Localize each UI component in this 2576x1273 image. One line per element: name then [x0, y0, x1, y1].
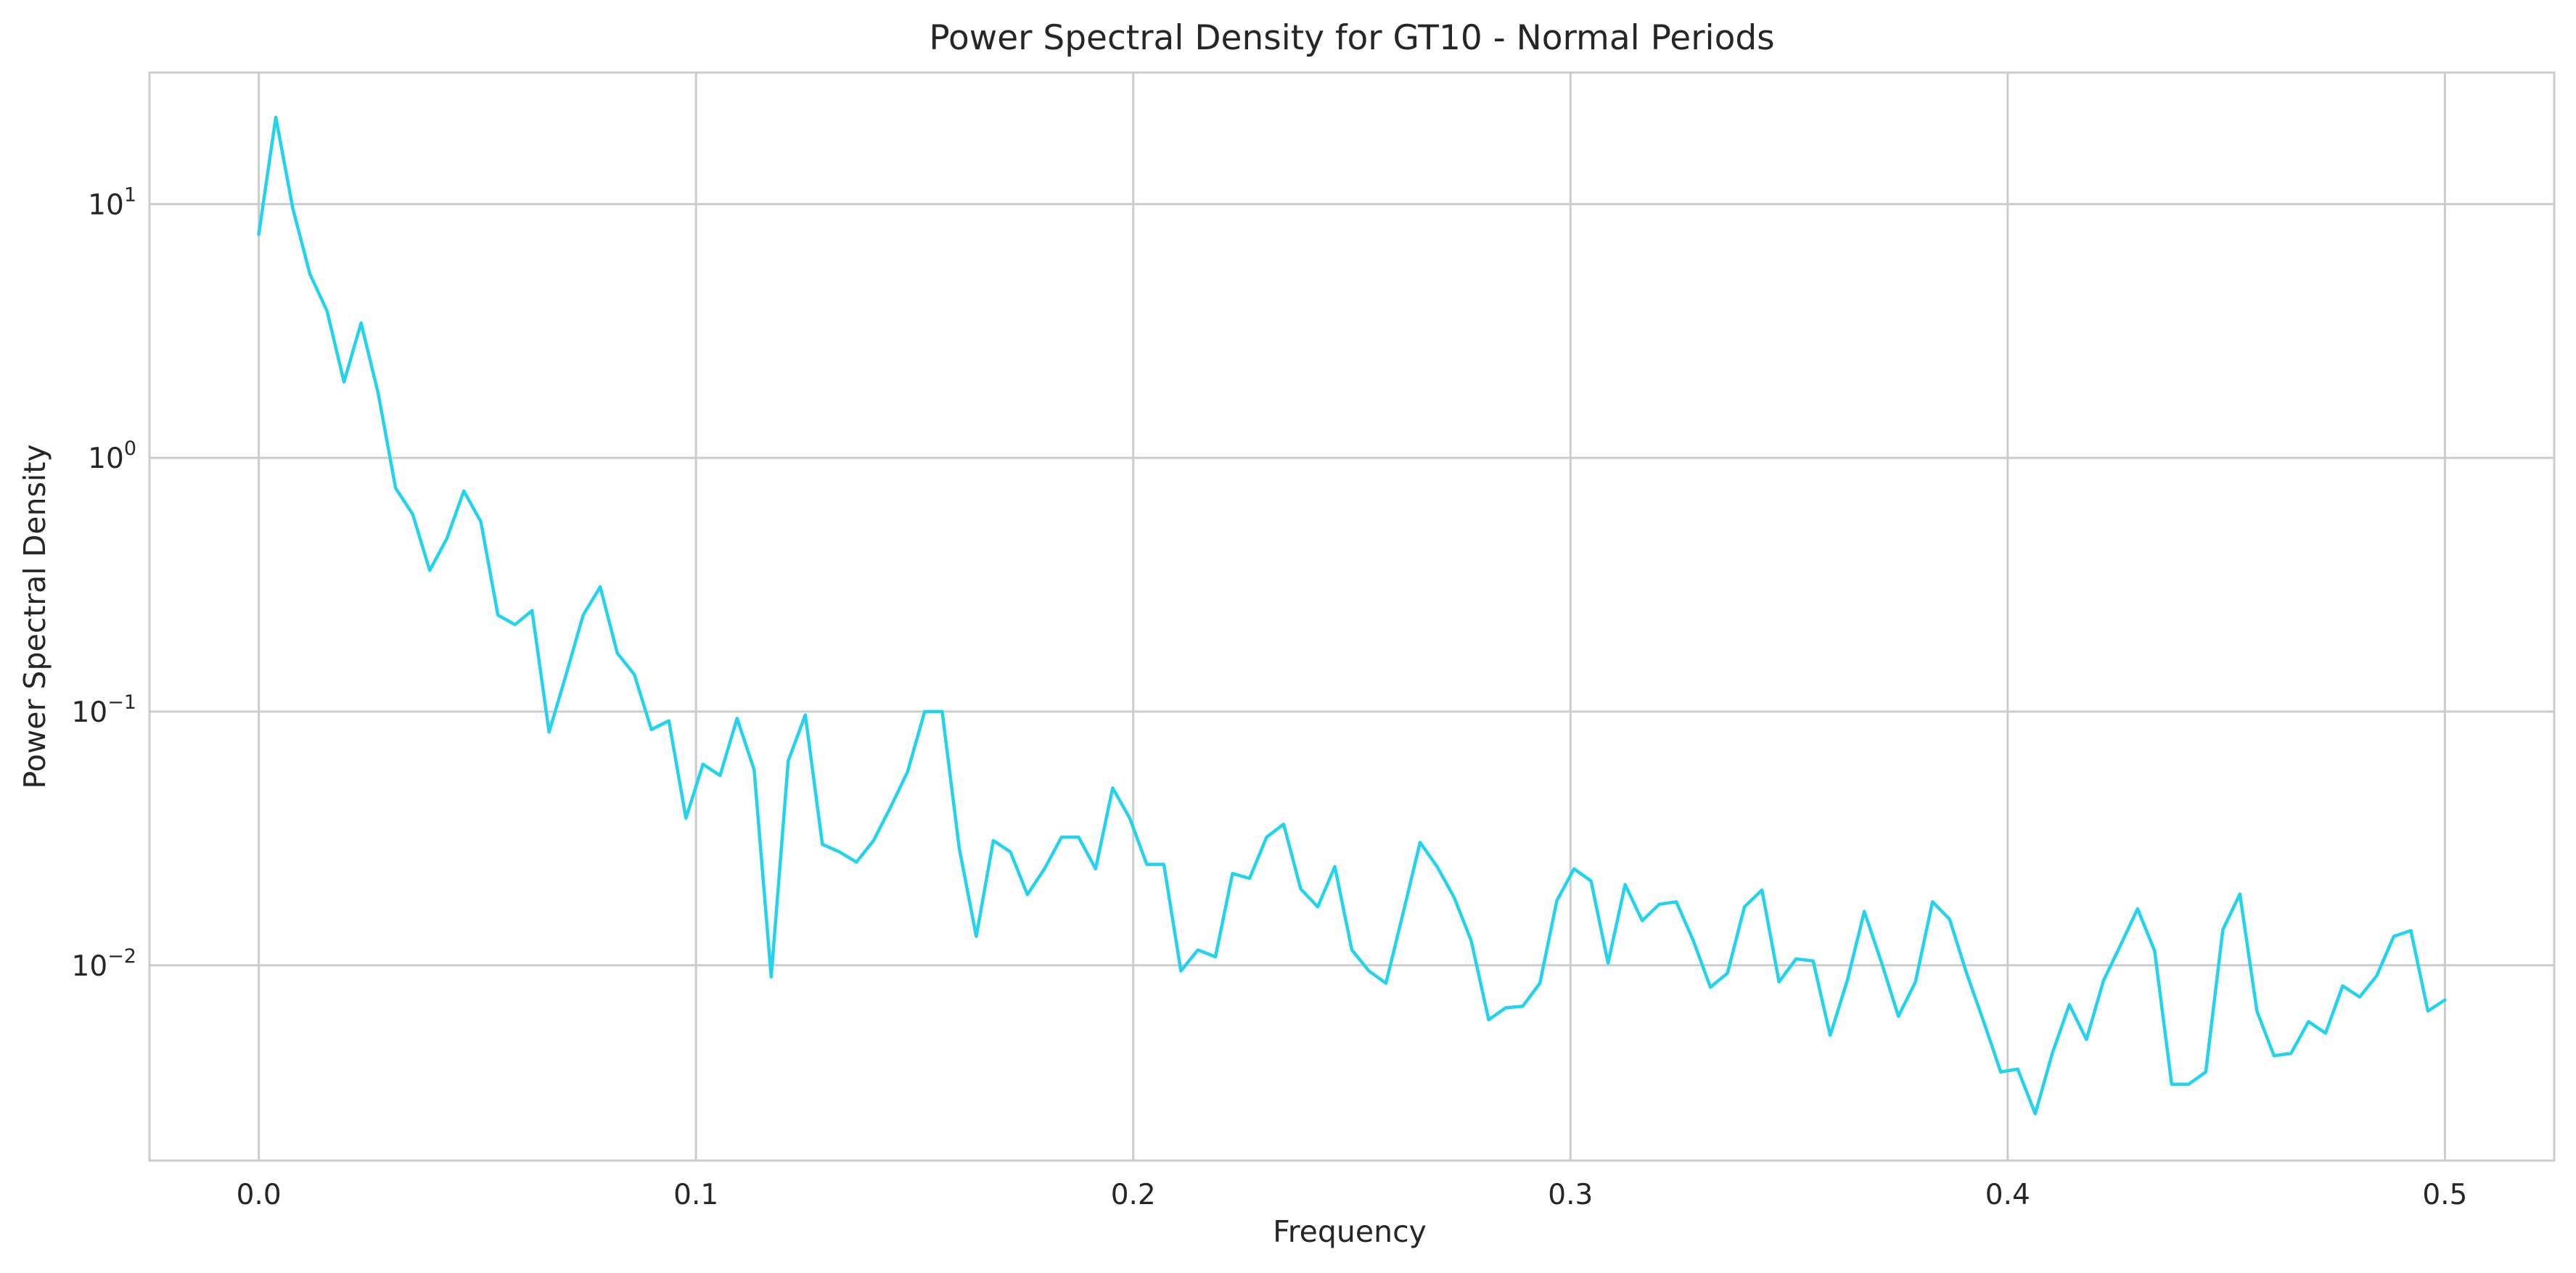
- y-tick-label: 101: [88, 184, 136, 221]
- x-tick-label: 0.4: [1985, 1179, 2030, 1211]
- x-axis-label: Frequency: [1273, 1214, 1427, 1249]
- series-layer: [257, 115, 2447, 1116]
- chart-title: Power Spectral Density for GT10 - Normal…: [929, 18, 1774, 58]
- y-tick-label: 100: [88, 437, 136, 475]
- x-tick-label: 0.0: [237, 1179, 282, 1211]
- x-tick-label: 0.1: [673, 1179, 718, 1211]
- y-tick-labels: 10−2 10−1 100 101: [72, 184, 136, 982]
- y-tick-label: 10−1: [72, 691, 136, 729]
- plot-frame: [148, 71, 2556, 1162]
- y-tick-label: 10−2: [72, 945, 136, 983]
- x-tick-labels: 0.0 0.1 0.2 0.3 0.4 0.5: [237, 1179, 2468, 1211]
- psd-series-line: [257, 115, 2447, 1116]
- x-tick-label: 0.5: [2422, 1179, 2467, 1211]
- x-tick-label: 0.3: [1548, 1179, 1593, 1211]
- grid: [149, 73, 2554, 1161]
- x-tick-label: 0.2: [1111, 1179, 1156, 1211]
- y-axis-label: Power Spectral Density: [17, 444, 52, 788]
